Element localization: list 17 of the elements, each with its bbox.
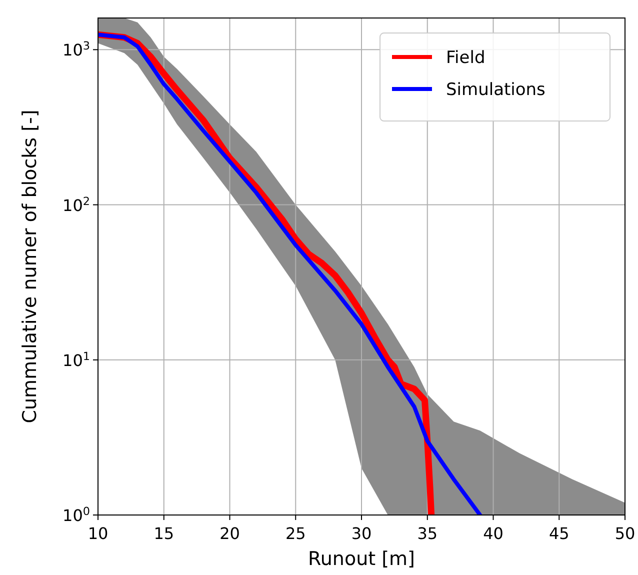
- x-tick-label: 10: [88, 524, 108, 543]
- x-tick-label: 50: [614, 524, 636, 543]
- x-tick-label: 15: [154, 524, 174, 543]
- x-tick-label: 30: [351, 524, 372, 543]
- y-tick-label: 10$^{2}$: [62, 194, 90, 215]
- legend-label: Simulations: [446, 80, 546, 100]
- x-tick-label: 40: [483, 524, 504, 543]
- y-tick-label: 10$^{0}$: [62, 504, 90, 525]
- x-tick-label: 25: [285, 524, 306, 543]
- x-tick-label: 20: [220, 524, 240, 543]
- y-tick-label: 10$^{3}$: [62, 39, 90, 60]
- legend-label: Field: [446, 48, 486, 68]
- x-tick-label: 35: [417, 524, 438, 543]
- y-axis-title: Cummulative numer of blocks [-]: [19, 110, 41, 424]
- x-axis-title: Runout [m]: [308, 548, 415, 570]
- y-tick-label: 10$^{1}$: [62, 349, 90, 370]
- x-tick-label: 45: [548, 524, 570, 543]
